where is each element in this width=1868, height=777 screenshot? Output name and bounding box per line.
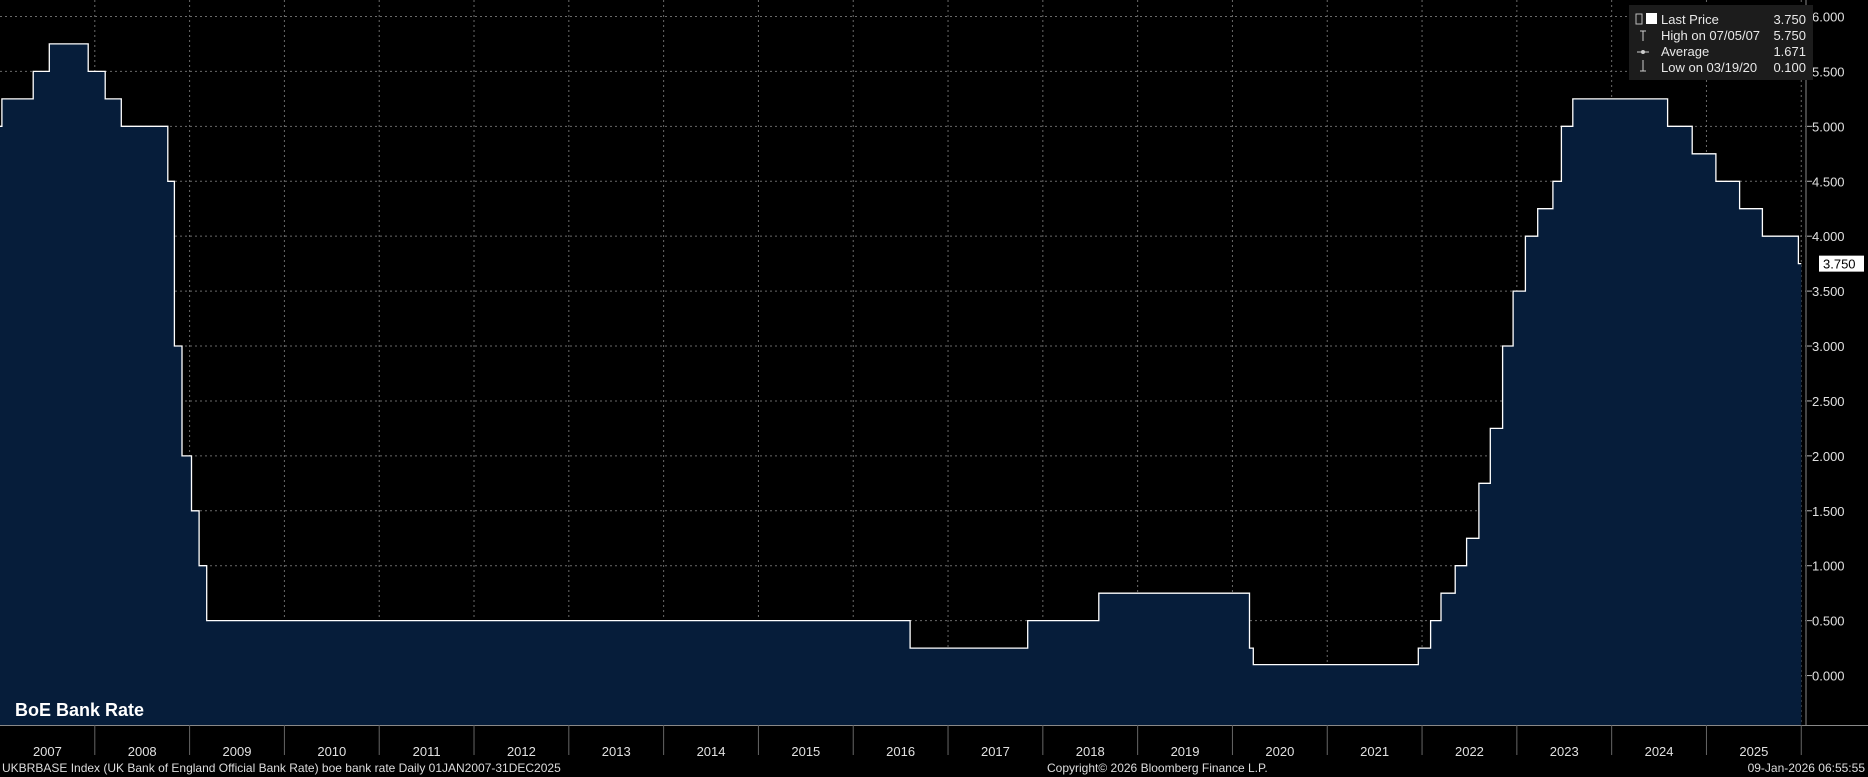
x-tick-label: 2008	[128, 744, 157, 759]
x-tick-label: 2021	[1360, 744, 1389, 759]
footer-source: UKBRBASE Index (UK Bank of England Offic…	[2, 761, 561, 775]
last-value-marker: 3.750	[1819, 255, 1864, 272]
x-tick-label: 2022	[1455, 744, 1484, 759]
x-tick-label: 2020	[1265, 744, 1294, 759]
legend-rows: Last Price 3.750 High on 07/05/07 5.750 Aver…	[1635, 12, 1806, 75]
chart-title: BoE Bank Rate	[15, 700, 144, 720]
y-tick-label: 2.000	[1812, 449, 1845, 464]
x-tick-label: 2023	[1550, 744, 1579, 759]
x-tick-label: 2009	[223, 744, 252, 759]
x-tick-label: 2015	[791, 744, 820, 759]
y-tick-label: 5.000	[1812, 119, 1845, 134]
x-tick-label: 2018	[1076, 744, 1105, 759]
x-axis: 2007 2008 2009 2010 2011 2012 2013 2014 2015 2016…	[0, 725, 1868, 759]
y-tick-label: 0.000	[1812, 669, 1845, 684]
legend-background	[1629, 5, 1813, 80]
x-tick-label: 2013	[602, 744, 631, 759]
y-tick-label: 4.000	[1812, 229, 1845, 244]
x-tick-label: 2025	[1739, 744, 1768, 759]
rate-line	[0, 43, 1802, 666]
legend: Last Price 3.750 High on 07/05/07 5.750 Aver…	[1629, 5, 1813, 80]
y-tick-label: 1.000	[1812, 559, 1845, 574]
legend-value: 0.100	[1773, 60, 1806, 75]
legend-label: Last Price	[1661, 12, 1719, 27]
y-tick-label: 3.000	[1812, 339, 1845, 354]
last-value-box	[1819, 255, 1864, 272]
low-marker-icon	[1640, 60, 1646, 72]
y-tick-label: 1.500	[1812, 504, 1845, 519]
rate-area-fill	[0, 43, 1802, 725]
legend-value: 1.671	[1773, 44, 1806, 59]
x-tick-label: 2014	[697, 744, 726, 759]
x-tick-label: 2012	[507, 744, 536, 759]
x-tick-label: 2010	[317, 744, 346, 759]
footer-copyright: Copyright© 2026 Bloomberg Finance L.P.	[1047, 761, 1268, 775]
legend-value: 5.750	[1773, 28, 1806, 43]
y-tick-label: 3.500	[1812, 284, 1845, 299]
y-axis: 6.000 5.500 5.000 4.500 4.000 3.500 3.000 2.500…	[1805, 0, 1845, 725]
chart-footer: UKBRBASE Index (UK Bank of England Offic…	[0, 760, 1868, 777]
legend-label: Average	[1661, 44, 1709, 59]
y-tick-label: 5.500	[1812, 64, 1845, 79]
legend-value: 3.750	[1773, 12, 1806, 27]
legend-toggle-icon	[1635, 13, 1643, 25]
y-tick-label: 2.500	[1812, 394, 1845, 409]
x-tick-label: 2024	[1645, 744, 1674, 759]
legend-swatch-icon	[1646, 13, 1657, 24]
x-tick-label: 2007	[33, 744, 62, 759]
high-marker-icon	[1640, 30, 1646, 41]
legend-label: Low on 03/19/20	[1661, 60, 1757, 75]
y-tick-label: 0.500	[1812, 614, 1845, 629]
legend-label: High on 07/05/07	[1661, 28, 1760, 43]
y-tick-label: 4.500	[1812, 174, 1845, 189]
x-tick-label: 2019	[1171, 744, 1200, 759]
x-tick-label: 2017	[981, 744, 1010, 759]
y-tick-label: 6.000	[1812, 9, 1845, 24]
footer-timestamp: 09-Jan-2026 06:55:55	[1747, 761, 1865, 775]
x-tick-label: 2016	[886, 744, 915, 759]
bank-rate-chart: 6.000 5.500 5.000 4.500 4.000 3.500 3.000 2.500…	[0, 0, 1868, 759]
average-dot-icon	[1641, 50, 1645, 54]
last-value-label: 3.750	[1823, 257, 1856, 272]
x-tick-label: 2011	[413, 744, 441, 759]
